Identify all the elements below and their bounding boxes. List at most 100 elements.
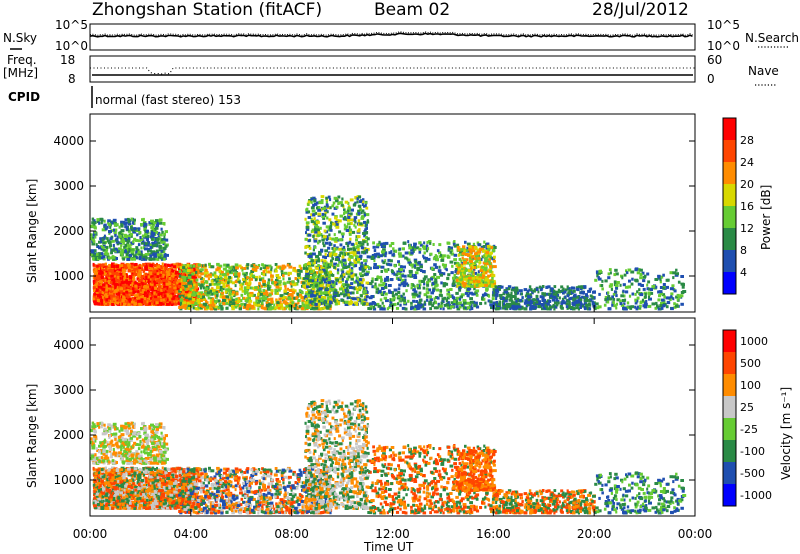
power-cell — [341, 255, 345, 259]
power-cell — [250, 304, 255, 308]
power-cell — [192, 291, 196, 295]
power-cell — [194, 307, 197, 311]
power-cell — [361, 203, 364, 207]
power-cell — [328, 243, 332, 247]
nsearch-label: N.Search — [745, 31, 799, 45]
power-cell — [174, 277, 178, 281]
power-cell — [184, 276, 187, 280]
power-cell — [107, 287, 111, 291]
power-cell — [240, 293, 244, 297]
power-cell — [183, 269, 187, 273]
power-cell — [356, 258, 361, 261]
power-cell — [226, 272, 230, 276]
power-cell — [318, 287, 323, 291]
power-cell — [135, 250, 138, 254]
power-cell — [107, 273, 111, 277]
power-cell — [258, 282, 261, 286]
power-cell — [165, 270, 170, 273]
power-cell — [216, 286, 220, 290]
power-cell — [101, 279, 106, 283]
power-cell — [433, 263, 437, 267]
power-cell — [210, 279, 214, 283]
power-cell — [131, 265, 134, 269]
power-cell — [144, 272, 148, 276]
power-cell — [423, 275, 428, 279]
power-cell — [177, 262, 182, 266]
power-cell — [271, 280, 275, 284]
power-cell — [277, 276, 281, 280]
power-cell — [340, 292, 343, 296]
power-cell — [130, 217, 133, 221]
power-cell — [130, 277, 133, 281]
power-cell — [340, 262, 344, 266]
power-cell — [309, 255, 313, 258]
noise-left-tick-bottom: 10^0 — [55, 39, 88, 53]
power-cell — [159, 233, 163, 237]
power-cell — [145, 276, 148, 280]
power-cell — [202, 277, 205, 281]
power-cell — [357, 212, 361, 215]
power-cell — [307, 203, 310, 206]
power-cell — [175, 290, 179, 294]
beam-label: Beam 02 — [374, 0, 450, 20]
power-cell — [192, 298, 196, 301]
power-cell — [249, 277, 253, 281]
power-cell — [217, 266, 221, 270]
power-cell — [311, 306, 316, 310]
power-cell — [148, 266, 151, 270]
power-cell — [195, 273, 198, 277]
power-cell — [91, 217, 94, 221]
power-cell — [262, 292, 266, 295]
power-cell — [361, 269, 366, 273]
power-cell — [100, 286, 103, 290]
power-cell — [335, 278, 339, 282]
power-cell — [96, 218, 100, 222]
power-cell — [150, 269, 155, 273]
power-cell — [208, 283, 212, 287]
power-cell — [128, 292, 133, 295]
power-cell — [326, 284, 330, 288]
power-cell — [346, 218, 350, 222]
power-cell — [344, 300, 349, 304]
power-cell — [110, 290, 113, 294]
power-cell — [114, 233, 117, 237]
power-cell — [93, 286, 96, 290]
power-cell — [158, 301, 162, 305]
power-cell — [202, 286, 205, 290]
power-cell — [108, 293, 111, 297]
date-label: 28/Jul/2012 — [592, 0, 689, 20]
power-cell — [98, 255, 101, 259]
power-cell — [152, 244, 157, 248]
power-cell — [345, 229, 350, 232]
power-cell — [351, 230, 356, 234]
power-cell — [91, 221, 96, 225]
power-cell — [453, 253, 458, 257]
power-cell — [334, 299, 337, 303]
freq-label-line1: Freq. — [7, 53, 37, 67]
power-cell — [164, 297, 167, 301]
noise-right-tick-bottom: 10^0 — [707, 39, 740, 53]
nsky-series-line — [89, 32, 693, 38]
power-cell — [320, 291, 324, 295]
power-cell — [187, 293, 192, 297]
power-cell — [112, 264, 116, 268]
power-cell — [143, 291, 147, 295]
power-cell — [316, 206, 319, 210]
power-cell — [138, 266, 143, 270]
power-cell — [357, 248, 360, 252]
power-cell — [317, 264, 320, 267]
power-cell — [299, 269, 303, 273]
power-cell — [323, 259, 327, 263]
power-cell — [358, 195, 362, 199]
power-cell — [481, 293, 486, 297]
power-cell — [186, 269, 191, 272]
power-cell — [163, 235, 166, 239]
power-cell — [92, 257, 95, 261]
power-cell — [172, 280, 176, 284]
power-cell — [108, 263, 111, 267]
power-cell — [281, 264, 286, 268]
power-cell — [232, 290, 235, 294]
power-cell — [151, 272, 155, 276]
power-cell — [106, 267, 111, 271]
power-cell — [146, 229, 149, 233]
